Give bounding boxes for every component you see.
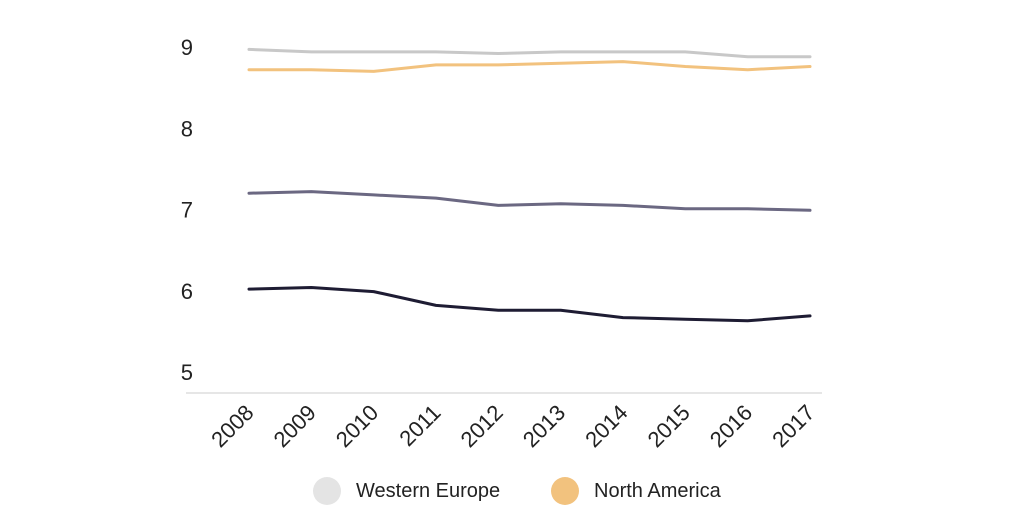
y-tick-label-5: 5	[181, 360, 193, 385]
x-tick-label-2012: 2012	[456, 400, 508, 452]
series-line-series-4	[247, 286, 812, 323]
y-tick-label-7: 7	[181, 198, 193, 223]
legend: Western Europe North America	[313, 477, 722, 505]
y-tick-label-6: 6	[181, 279, 193, 304]
legend-label-north-america: North America	[594, 480, 722, 502]
series-line-north-america	[247, 60, 812, 73]
y-axis-tick-labels: 5 6 7 8 9	[181, 35, 193, 385]
legend-swatch-western-europe	[313, 477, 341, 505]
x-tick-label-2016: 2016	[705, 400, 757, 452]
x-tick-label-2017: 2017	[767, 400, 819, 452]
x-tick-label-2011: 2011	[394, 400, 445, 451]
x-tick-label-2010: 2010	[331, 400, 383, 452]
x-tick-label-2014: 2014	[580, 400, 632, 452]
x-tick-label-2008: 2008	[206, 400, 258, 452]
legend-swatch-north-america	[551, 477, 579, 505]
x-tick-label-2015: 2015	[643, 400, 695, 452]
x-tick-label-2009: 2009	[269, 400, 321, 452]
y-tick-label-9: 9	[181, 35, 193, 60]
y-tick-label-8: 8	[181, 116, 193, 141]
x-axis-tick-labels: 2008 2009 2010 2011 2012 2013 2014 2015 2016 2017	[206, 400, 819, 452]
legend-label-western-europe: Western Europe	[356, 480, 500, 502]
series-line-series-3	[247, 190, 812, 212]
x-tick-label-2013: 2013	[518, 400, 570, 452]
series-line-western-europe	[247, 47, 812, 59]
series-lines	[247, 47, 812, 323]
